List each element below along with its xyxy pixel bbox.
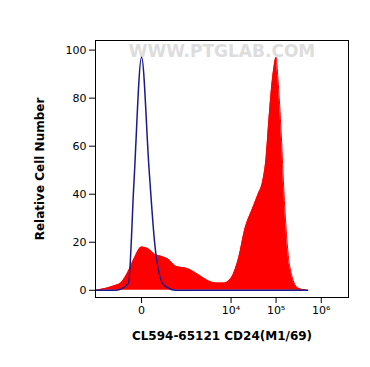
svg-text:0: 0 [138, 304, 145, 317]
svg-text:0: 0 [80, 284, 87, 297]
svg-text:10⁵: 10⁵ [267, 304, 285, 317]
svg-text:60: 60 [73, 140, 87, 153]
svg-text:Relative Cell Number: Relative Cell Number [33, 98, 47, 241]
svg-text:10⁶: 10⁶ [312, 304, 331, 317]
svg-text:100: 100 [66, 44, 87, 57]
svg-text:CL594-65121 CD24(M1/69): CL594-65121 CD24(M1/69) [132, 329, 312, 343]
svg-text:WWW.PTGLAB.COM: WWW.PTGLAB.COM [129, 41, 316, 61]
svg-text:40: 40 [73, 188, 87, 201]
svg-text:10⁴: 10⁴ [222, 304, 241, 317]
svg-text:80: 80 [73, 92, 87, 105]
svg-text:20: 20 [73, 236, 87, 249]
